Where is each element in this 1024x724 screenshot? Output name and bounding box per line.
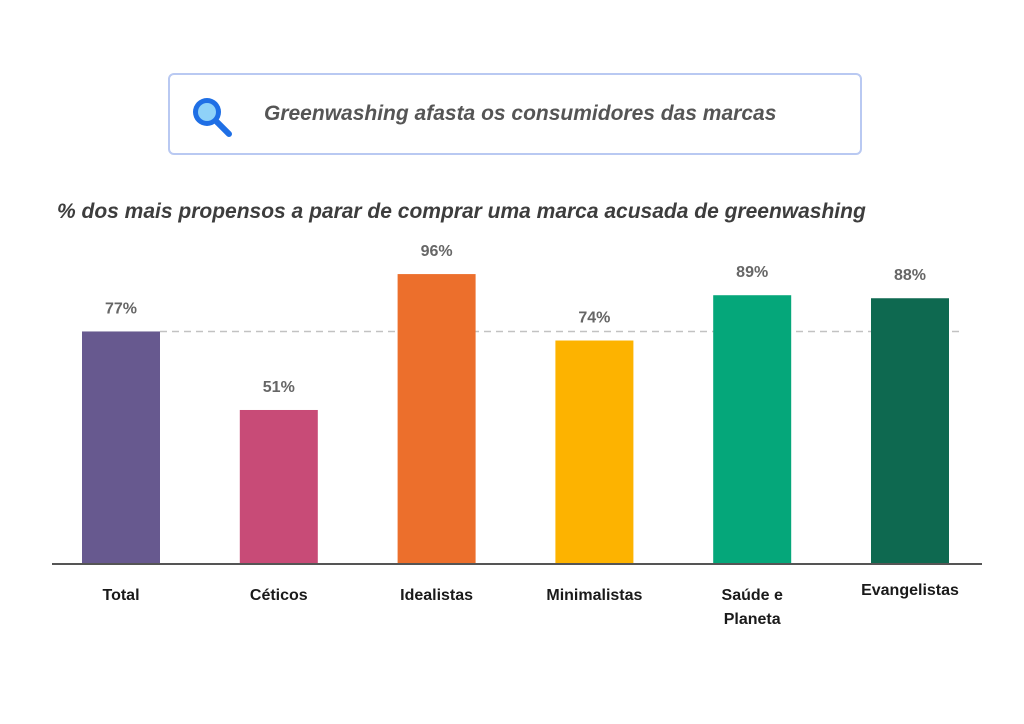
category-label: Minimalistas	[546, 587, 642, 604]
chart-title: % dos mais propensos a parar de comprar …	[57, 200, 866, 223]
headline-text: Greenwashing afasta os consumidores das …	[264, 102, 777, 125]
category-label: Total	[102, 587, 139, 604]
category-label: Saúde e	[722, 587, 783, 604]
value-label: 89%	[736, 264, 768, 281]
search-icon	[193, 98, 232, 137]
bar-4	[555, 340, 634, 564]
bar-6	[871, 298, 949, 564]
category-label: Céticos	[250, 587, 308, 604]
category-label: Evangelistas	[861, 582, 959, 599]
bar-5	[713, 295, 792, 564]
search-banner: Greenwashing afasta os consumidores das …	[168, 73, 862, 155]
value-label: 77%	[105, 300, 137, 317]
value-label: 96%	[421, 243, 453, 260]
value-label: 74%	[578, 310, 610, 327]
category-label: Planeta	[724, 611, 781, 628]
bar-2	[239, 409, 318, 564]
category-label: Idealistas	[400, 587, 473, 604]
bar-1	[82, 331, 160, 564]
bar-3	[397, 274, 476, 564]
value-label: 51%	[263, 379, 295, 396]
value-label: 88%	[894, 267, 926, 284]
